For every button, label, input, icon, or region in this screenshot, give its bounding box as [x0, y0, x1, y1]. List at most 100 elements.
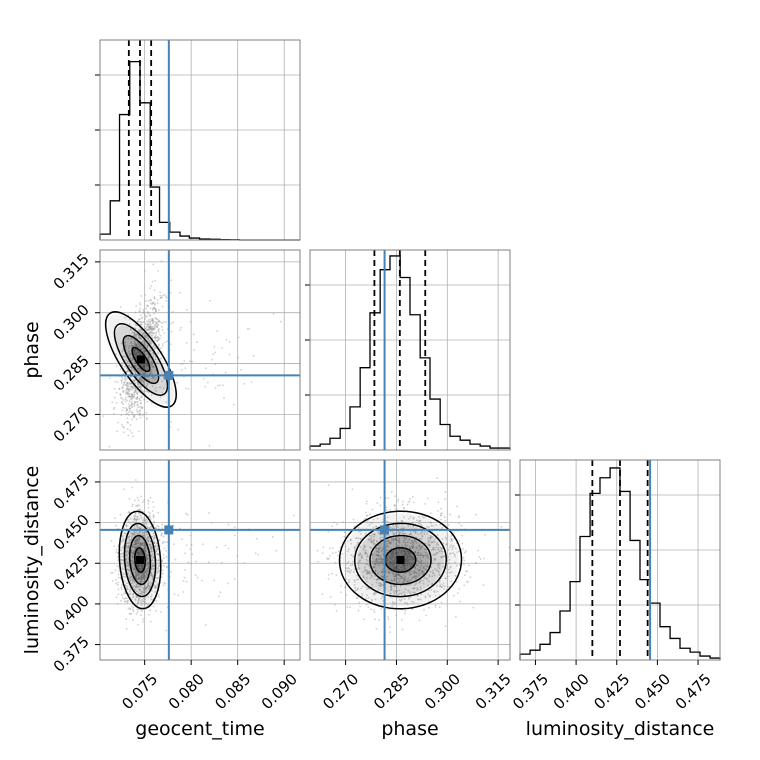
- sample-point: [482, 557, 485, 560]
- sample-point: [427, 526, 430, 529]
- sample-point: [410, 556, 413, 559]
- sample-point: [381, 570, 383, 573]
- sample-point: [409, 562, 411, 565]
- sample-point: [147, 554, 150, 557]
- sample-point: [116, 583, 119, 586]
- sample-point: [418, 598, 420, 601]
- sample-point: [141, 372, 144, 375]
- sample-point: [356, 587, 359, 590]
- sample-point: [452, 545, 455, 547]
- sample-point: [334, 561, 337, 564]
- sample-point: [122, 390, 125, 392]
- sample-point: [134, 533, 137, 536]
- sample-point: [165, 629, 168, 632]
- sample-point: [482, 584, 485, 586]
- sample-point: [380, 562, 382, 564]
- sample-point: [126, 387, 128, 390]
- sample-point: [148, 325, 150, 328]
- sample-point: [148, 561, 151, 564]
- sample-point: [393, 578, 396, 580]
- sample-point: [143, 343, 145, 346]
- sample-point: [420, 546, 423, 549]
- sample-point: [142, 597, 145, 600]
- sample-point: [437, 501, 440, 503]
- sample-point: [161, 325, 163, 328]
- sample-point: [156, 362, 159, 365]
- sample-point: [389, 561, 392, 563]
- sample-point: [413, 584, 416, 586]
- sample-point: [141, 598, 144, 601]
- sample-point: [153, 541, 156, 544]
- sample-point: [124, 400, 127, 403]
- sample-point: [402, 568, 405, 571]
- sample-point: [400, 569, 403, 572]
- sample-point: [140, 386, 143, 388]
- sample-point: [127, 387, 130, 390]
- sample-point: [141, 370, 144, 373]
- sample-point: [149, 540, 152, 543]
- sample-point: [250, 381, 253, 383]
- sample-point: [146, 537, 149, 540]
- sample-point: [408, 571, 411, 573]
- sample-point: [153, 307, 156, 310]
- sample-point: [122, 560, 124, 562]
- sample-point: [432, 572, 435, 575]
- sample-point: [394, 560, 396, 563]
- sample-point: [125, 551, 128, 554]
- sample-point: [391, 602, 394, 605]
- sample-point: [136, 538, 139, 541]
- sample-point: [400, 527, 403, 530]
- sample-point: [139, 541, 142, 544]
- sample-point: [137, 552, 140, 555]
- sample-point: [139, 575, 142, 578]
- panel-plot-area: [100, 460, 300, 660]
- sample-point: [146, 329, 148, 331]
- sample-point: [133, 332, 136, 335]
- sample-point: [422, 582, 425, 585]
- sample-point: [415, 541, 418, 544]
- sample-point: [409, 533, 412, 536]
- sample-point: [418, 573, 421, 575]
- sample-point: [448, 562, 451, 565]
- sample-point: [151, 319, 154, 321]
- sample-point: [147, 565, 149, 568]
- sample-point: [404, 610, 407, 612]
- sample-point: [417, 598, 419, 601]
- sample-point: [431, 541, 433, 544]
- sample-point: [147, 357, 150, 360]
- sample-point: [429, 521, 432, 524]
- sample-point: [398, 544, 401, 547]
- sample-point: [138, 567, 141, 570]
- sample-point: [136, 410, 139, 413]
- sample-point: [137, 319, 140, 322]
- sample-point: [134, 512, 137, 515]
- sample-point: [416, 588, 419, 591]
- sample-point: [143, 379, 145, 382]
- sample-point: [409, 554, 412, 557]
- sample-point: [141, 566, 144, 569]
- sample-point: [159, 297, 162, 299]
- sample-point: [390, 541, 393, 544]
- sample-point: [150, 394, 153, 397]
- sample-point: [134, 547, 137, 550]
- sample-point: [152, 356, 155, 358]
- sample-point: [392, 566, 395, 569]
- sample-point: [123, 600, 126, 603]
- sample-point: [428, 544, 430, 547]
- sample-point: [130, 382, 133, 385]
- sample-point: [144, 588, 147, 590]
- sample-point: [410, 565, 412, 568]
- sample-point: [128, 546, 130, 549]
- sample-point: [139, 530, 142, 533]
- sample-point: [353, 581, 356, 583]
- sample-point: [419, 586, 422, 589]
- sample-point: [121, 401, 123, 404]
- sample-point: [133, 588, 136, 591]
- sample-point: [128, 511, 131, 513]
- sample-point: [133, 348, 136, 350]
- sample-point: [134, 547, 137, 550]
- sample-point: [148, 566, 150, 569]
- sample-point: [152, 328, 155, 331]
- sample-point: [137, 341, 139, 344]
- sample-point: [419, 552, 422, 554]
